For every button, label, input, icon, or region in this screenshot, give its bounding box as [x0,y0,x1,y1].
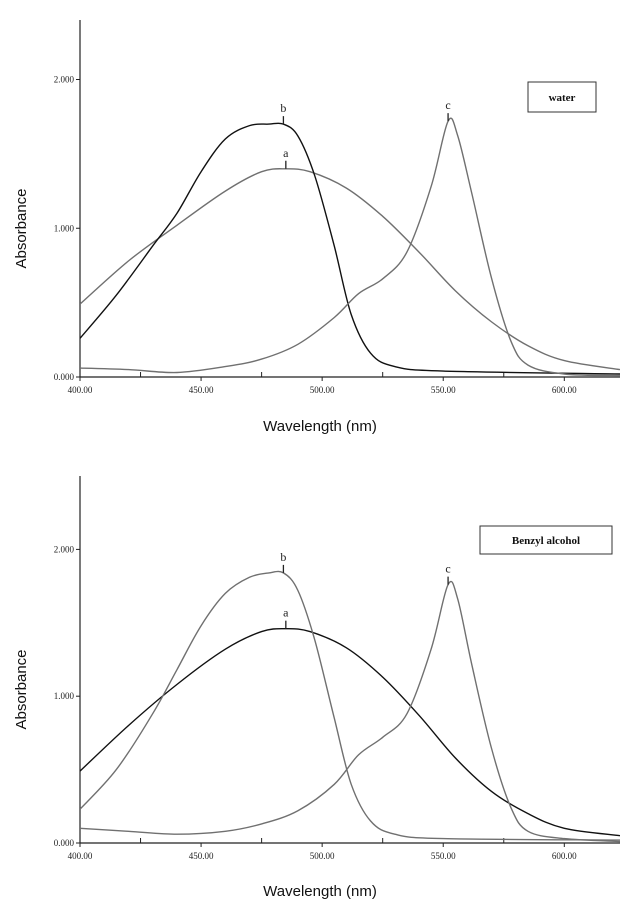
x-tick-label: 600.00 [552,851,577,861]
curve-label-c: c [445,98,450,112]
series-line-a [80,168,620,371]
legend-box [479,525,613,555]
curve-label-c: c [445,562,450,576]
absorbance-chart-benzyl-alcohol: 400.00 450.00 500.00 550.00 600.00 0.000 1.000… [13,476,620,900]
x-tick-label: 550.00 [431,385,456,395]
y-tick-label: 1.000 [54,223,75,233]
absorbance-chart-water: 400.00 450.00 500.00 550.00 600.00 0.000 1.000… [13,20,620,435]
y-tick-label: 1.000 [54,691,75,701]
x-axis-title: Wavelength (nm) [263,883,377,900]
x-tick-label: 450.00 [189,851,214,861]
curve-label-b: b [280,550,286,564]
y-tick-label: 2.000 [54,544,75,554]
x-tick-label: 500.00 [310,851,335,861]
curve-label-a: a [283,146,289,160]
y-axis-title: Absorbance [13,649,30,729]
series-line-b [80,570,620,841]
legend-label: Benzyl alcohol [512,535,580,547]
legend-box [527,81,597,113]
y-tick-label: 0.000 [54,838,75,848]
series-line-c [80,580,620,843]
series-line-b [80,122,620,375]
x-tick-label: 500.00 [310,385,335,395]
x-tick-label: 400.00 [68,385,93,395]
series-line-c [80,117,620,377]
x-tick-label: 450.00 [189,385,214,395]
y-tick-label: 2.000 [54,75,75,85]
curve-label-b: b [280,101,286,115]
x-tick-label: 600.00 [552,385,577,395]
x-axis-title: Wavelength (nm) [263,418,377,435]
y-axis-title: Absorbance [13,188,30,268]
y-tick-label: 0.000 [54,372,75,382]
x-tick-label: 400.00 [68,851,93,861]
legend-label: water [549,92,576,104]
chart-panel-water: 400.00 450.00 500.00 550.00 600.00 0.000 1.000… [0,0,622,455]
curve-label-a: a [283,606,289,620]
series-line-a [80,627,620,837]
x-tick-label: 550.00 [431,851,456,861]
chart-panel-benzyl-alcohol: 400.00 450.00 500.00 550.00 600.00 0.000 1.000… [0,456,622,911]
